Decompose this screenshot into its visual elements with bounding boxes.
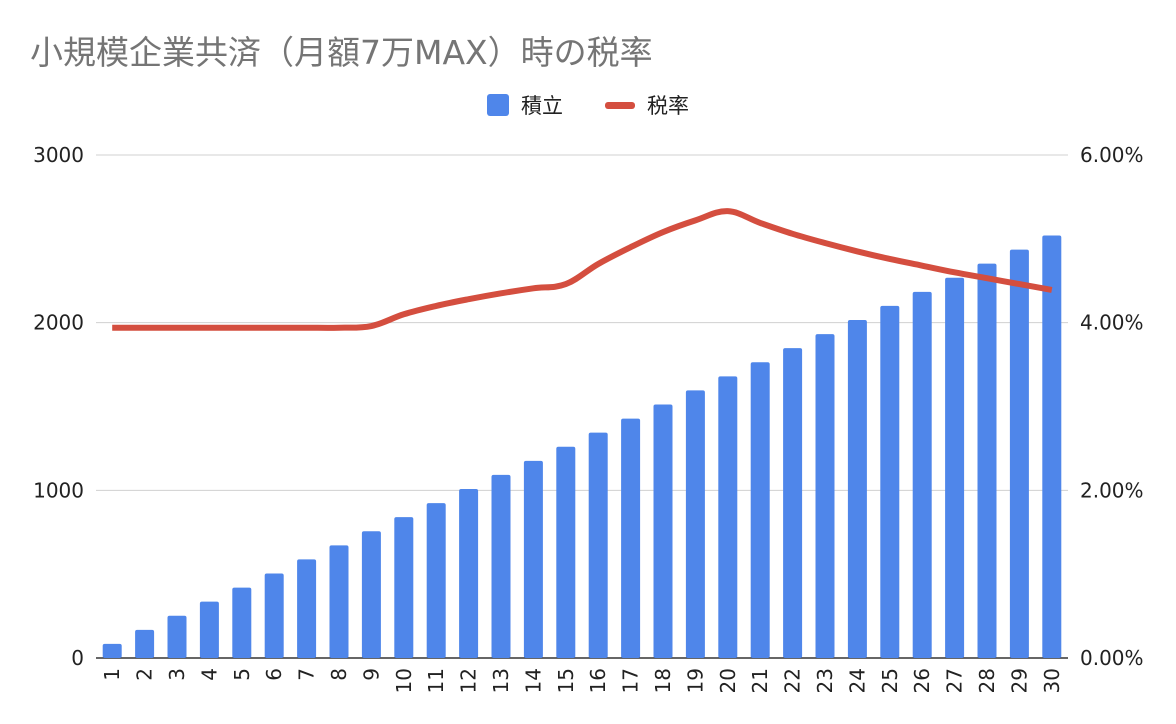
bar[interactable]: [912, 291, 932, 658]
bar[interactable]: [1009, 249, 1029, 658]
y-axis-left: 0 1000 2000 3000: [33, 143, 84, 670]
bar[interactable]: [102, 643, 122, 658]
x-tick-label: 13: [489, 668, 513, 693]
x-tick-label: 27: [943, 668, 967, 693]
x-tick-label: 28: [975, 668, 999, 693]
x-tick-label: 3: [165, 668, 189, 681]
bar[interactable]: [750, 362, 770, 658]
bar[interactable]: [264, 573, 284, 658]
y-right-tick-label: 6.00%: [1080, 143, 1144, 167]
legend-item-line[interactable]: 税率: [605, 90, 689, 120]
bar[interactable]: [297, 559, 317, 658]
bar[interactable]: [394, 517, 414, 658]
gridlines: [96, 154, 1068, 659]
legend-label-line: 税率: [647, 94, 689, 118]
x-tick-label: 12: [457, 668, 481, 693]
x-tick-label: 21: [748, 668, 772, 693]
x-tick-label: 20: [716, 668, 740, 693]
bar[interactable]: [880, 305, 900, 658]
x-tick-label: 17: [619, 668, 643, 693]
bar[interactable]: [556, 446, 576, 658]
legend: 積立 税率: [0, 90, 1176, 120]
y-left-tick-label: 3000: [33, 143, 84, 167]
bar[interactable]: [1042, 235, 1062, 659]
legend-swatch-bar: [487, 94, 509, 116]
x-tick-label: 1: [100, 668, 124, 681]
x-tick-label: 2: [133, 668, 157, 681]
x-tick-label: 26: [910, 668, 934, 693]
bar[interactable]: [199, 601, 219, 658]
bar[interactable]: [815, 334, 835, 658]
x-tick-label: 29: [1007, 668, 1031, 693]
bar[interactable]: [977, 263, 997, 658]
bar[interactable]: [232, 587, 252, 658]
y-right-tick-label: 2.00%: [1080, 478, 1144, 502]
x-tick-label: 19: [683, 668, 707, 693]
legend-swatch-line: [605, 101, 635, 109]
x-tick-label: 30: [1040, 668, 1064, 693]
bar[interactable]: [588, 432, 608, 658]
x-tick-label: 7: [295, 668, 319, 681]
bar[interactable]: [685, 390, 705, 658]
bar[interactable]: [847, 319, 867, 658]
x-tick-label: 10: [392, 668, 416, 693]
x-tick-label: 24: [845, 668, 869, 693]
bar[interactable]: [459, 488, 479, 658]
bar[interactable]: [621, 418, 641, 658]
y-right-tick-label: 4.00%: [1080, 311, 1144, 335]
x-tick-label: 9: [359, 668, 383, 681]
bar[interactable]: [329, 545, 349, 658]
bar[interactable]: [135, 629, 155, 658]
legend-item-bar[interactable]: 積立: [487, 90, 563, 120]
line-series: [112, 208, 1053, 331]
bar[interactable]: [426, 503, 446, 658]
bar[interactable]: [653, 404, 673, 658]
bar[interactable]: [718, 376, 738, 658]
x-tick-label: 16: [586, 668, 610, 693]
x-tick-label: 15: [554, 668, 578, 693]
bar[interactable]: [523, 460, 543, 658]
y-axis-right: 0.00% 2.00% 4.00% 6.00%: [1080, 143, 1144, 670]
x-tick-label: 14: [521, 668, 545, 693]
tax-rate-line[interactable]: [112, 208, 1053, 331]
bar[interactable]: [167, 615, 187, 658]
x-tick-label: 6: [262, 668, 286, 681]
x-axis: 1 2 3 4 5 6 7 8 9 10 11 12 13 14 15 16 17 18 19 20 21 22 23 24 2…: [100, 668, 1064, 693]
x-tick-label: 11: [424, 668, 448, 693]
bar-series: [102, 235, 1062, 659]
y-right-tick-label: 0.00%: [1080, 646, 1144, 670]
x-tick-label: 8: [327, 668, 351, 681]
bar[interactable]: [783, 348, 803, 658]
y-left-tick-label: 1000: [33, 478, 84, 502]
y-left-tick-label: 0: [71, 646, 84, 670]
x-tick-label: 4: [197, 668, 221, 681]
x-tick-label: 23: [813, 668, 837, 693]
bar[interactable]: [945, 277, 965, 658]
bar[interactable]: [491, 474, 511, 658]
x-tick-label: 5: [230, 668, 254, 681]
y-left-tick-label: 2000: [33, 311, 84, 335]
x-tick-label: 18: [651, 668, 675, 693]
legend-label-bar: 積立: [521, 94, 563, 118]
x-tick-label: 25: [878, 668, 902, 693]
x-tick-label: 22: [781, 668, 805, 693]
bar[interactable]: [361, 531, 381, 658]
chart-title: 小規模企業共済（月額7万MAX）時の税率: [30, 33, 653, 72]
